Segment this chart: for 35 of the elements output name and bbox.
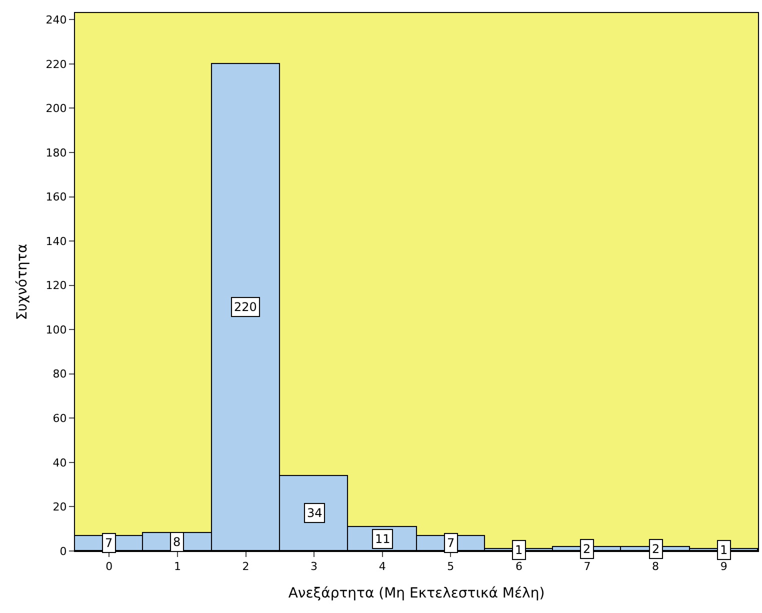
y-tick-label: 60	[52, 412, 67, 426]
y-tick-label: 160	[46, 190, 67, 204]
x-tick-label: 5	[447, 560, 454, 574]
data-label: 7	[105, 536, 113, 550]
y-tick-label: 40	[52, 456, 67, 470]
data-label: 2	[583, 542, 591, 556]
data-label: 8	[173, 535, 181, 549]
y-tick-label: 80	[52, 368, 67, 381]
x-tick-label: 6	[515, 560, 522, 574]
x-tick-label: 1	[174, 560, 181, 574]
x-tick-label: 3	[310, 560, 318, 574]
y-tick-label: 0	[60, 544, 67, 558]
data-label: 2	[652, 542, 660, 556]
y-tick-label: 100	[46, 323, 67, 336]
x-axis-title: Ανεξάρτητα (Μη Εκτελεστικά Μέλη)	[288, 586, 545, 602]
y-tick-label: 120	[46, 279, 67, 292]
y-tick-label: 200	[46, 102, 67, 116]
x-tick-label: 0	[106, 560, 113, 574]
y-tick-label: 240	[46, 13, 67, 26]
x-tick-label: 7	[584, 560, 591, 574]
x-tick-label: 2	[242, 560, 250, 574]
data-label: 7	[447, 536, 455, 550]
data-label: 34	[307, 506, 322, 520]
y-tick-label: 140	[46, 234, 67, 248]
data-label: 1	[515, 543, 523, 557]
y-axis-title: Συχνότητα	[14, 244, 30, 320]
x-tick-label: 9	[720, 560, 728, 574]
data-label: 220	[234, 300, 257, 314]
x-tick-label: 4	[378, 560, 386, 574]
y-tick-label: 20	[52, 500, 67, 514]
data-label: 11	[375, 532, 390, 546]
y-tick-label: 180	[46, 146, 67, 160]
data-label: 1	[720, 543, 728, 557]
x-tick-label: 8	[652, 560, 660, 574]
y-tick-label: 220	[46, 58, 67, 71]
